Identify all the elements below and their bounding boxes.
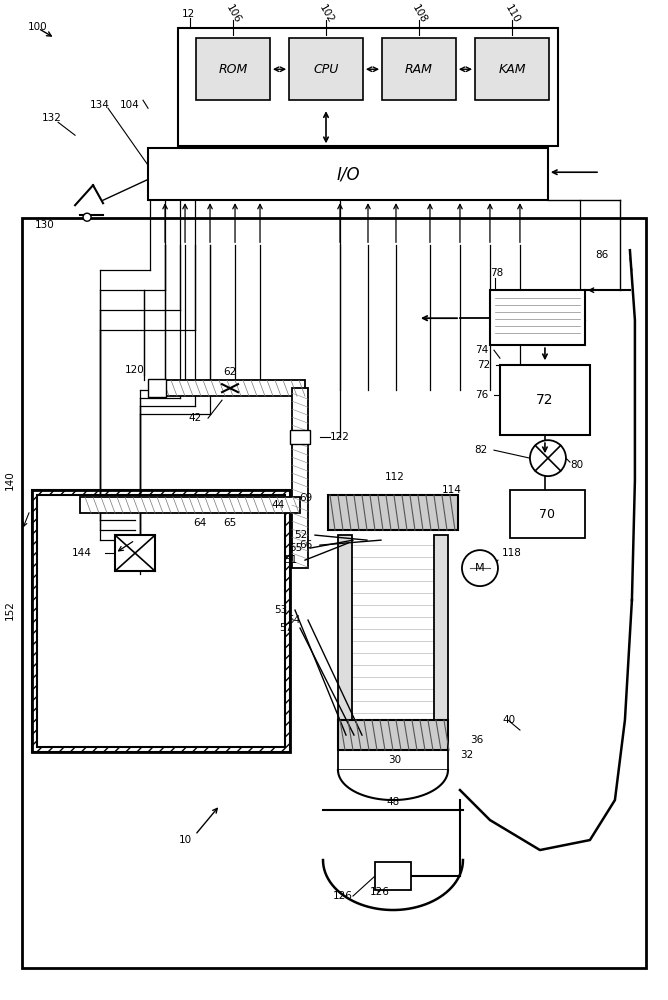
Text: 112: 112 bbox=[385, 472, 405, 482]
Text: 78: 78 bbox=[490, 268, 503, 278]
Text: 76: 76 bbox=[475, 390, 488, 400]
Text: 70: 70 bbox=[539, 508, 555, 521]
Text: 130: 130 bbox=[35, 220, 55, 230]
Circle shape bbox=[462, 550, 498, 586]
Text: 57: 57 bbox=[279, 623, 292, 633]
Circle shape bbox=[83, 213, 91, 221]
Bar bbox=[434, 535, 448, 745]
Bar bbox=[32, 490, 290, 752]
Text: 74: 74 bbox=[475, 345, 488, 355]
Text: 44: 44 bbox=[272, 500, 285, 510]
Text: 102: 102 bbox=[317, 3, 335, 25]
Bar bbox=[375, 862, 411, 890]
Text: 122: 122 bbox=[330, 432, 350, 442]
Text: 118: 118 bbox=[502, 548, 522, 558]
Bar bbox=[289, 38, 363, 100]
Text: 12: 12 bbox=[182, 9, 195, 19]
Text: 72: 72 bbox=[477, 360, 490, 370]
Text: 72: 72 bbox=[536, 393, 554, 407]
Bar bbox=[510, 490, 585, 538]
Text: KAM: KAM bbox=[498, 63, 526, 76]
Bar bbox=[475, 38, 549, 100]
Text: 52: 52 bbox=[294, 530, 307, 540]
Bar bbox=[115, 535, 155, 571]
Bar bbox=[338, 720, 448, 750]
Text: 51: 51 bbox=[284, 555, 297, 565]
Text: 108: 108 bbox=[409, 3, 428, 25]
Text: M: M bbox=[475, 563, 485, 573]
Text: 42: 42 bbox=[188, 413, 202, 423]
Bar bbox=[178, 28, 558, 146]
Text: 106: 106 bbox=[224, 3, 242, 25]
Text: 120: 120 bbox=[125, 365, 145, 375]
Text: 152: 152 bbox=[5, 600, 15, 620]
Bar bbox=[80, 497, 300, 513]
Text: ROM: ROM bbox=[218, 63, 248, 76]
Text: 66: 66 bbox=[299, 540, 312, 550]
Text: CPU: CPU bbox=[313, 63, 339, 76]
Bar bbox=[500, 365, 590, 435]
Bar bbox=[292, 388, 308, 568]
Bar bbox=[290, 430, 310, 444]
Text: 104: 104 bbox=[120, 100, 140, 110]
Text: 110: 110 bbox=[503, 3, 521, 25]
Text: 82: 82 bbox=[475, 445, 488, 455]
Text: 54: 54 bbox=[287, 615, 300, 625]
Bar bbox=[42, 500, 280, 742]
Bar bbox=[382, 38, 456, 100]
Bar bbox=[150, 380, 305, 396]
Bar bbox=[148, 148, 548, 200]
Bar bbox=[37, 495, 285, 747]
Text: 126: 126 bbox=[370, 887, 390, 897]
Bar bbox=[338, 750, 448, 770]
Bar bbox=[22, 218, 646, 968]
Bar bbox=[338, 535, 352, 745]
Text: 80: 80 bbox=[570, 460, 583, 470]
Text: 65: 65 bbox=[223, 518, 236, 528]
Text: 86: 86 bbox=[595, 250, 608, 260]
Text: 144: 144 bbox=[72, 548, 92, 558]
Text: 53: 53 bbox=[274, 605, 287, 615]
Bar bbox=[148, 379, 166, 397]
Bar bbox=[490, 290, 585, 345]
Text: 69: 69 bbox=[299, 493, 312, 503]
Text: 140: 140 bbox=[5, 470, 15, 490]
Text: 126: 126 bbox=[333, 891, 353, 901]
Text: I/O: I/O bbox=[336, 165, 360, 183]
Text: 10: 10 bbox=[178, 835, 192, 845]
Text: 48: 48 bbox=[386, 797, 399, 807]
Bar bbox=[32, 490, 290, 752]
Text: 32: 32 bbox=[460, 750, 473, 760]
Text: RAM: RAM bbox=[405, 63, 433, 76]
Bar bbox=[37, 495, 285, 747]
Text: 64: 64 bbox=[194, 518, 206, 528]
Bar bbox=[196, 38, 270, 100]
Text: 36: 36 bbox=[470, 735, 483, 745]
Text: 100: 100 bbox=[28, 22, 47, 32]
Text: 55: 55 bbox=[289, 543, 302, 553]
Text: 40: 40 bbox=[502, 715, 515, 725]
Text: 134: 134 bbox=[90, 100, 110, 110]
Circle shape bbox=[530, 440, 566, 476]
Text: 114: 114 bbox=[442, 485, 462, 495]
Text: 30: 30 bbox=[388, 755, 401, 765]
Bar bbox=[328, 495, 458, 530]
Text: 62: 62 bbox=[223, 367, 236, 377]
Text: 132: 132 bbox=[42, 113, 62, 123]
